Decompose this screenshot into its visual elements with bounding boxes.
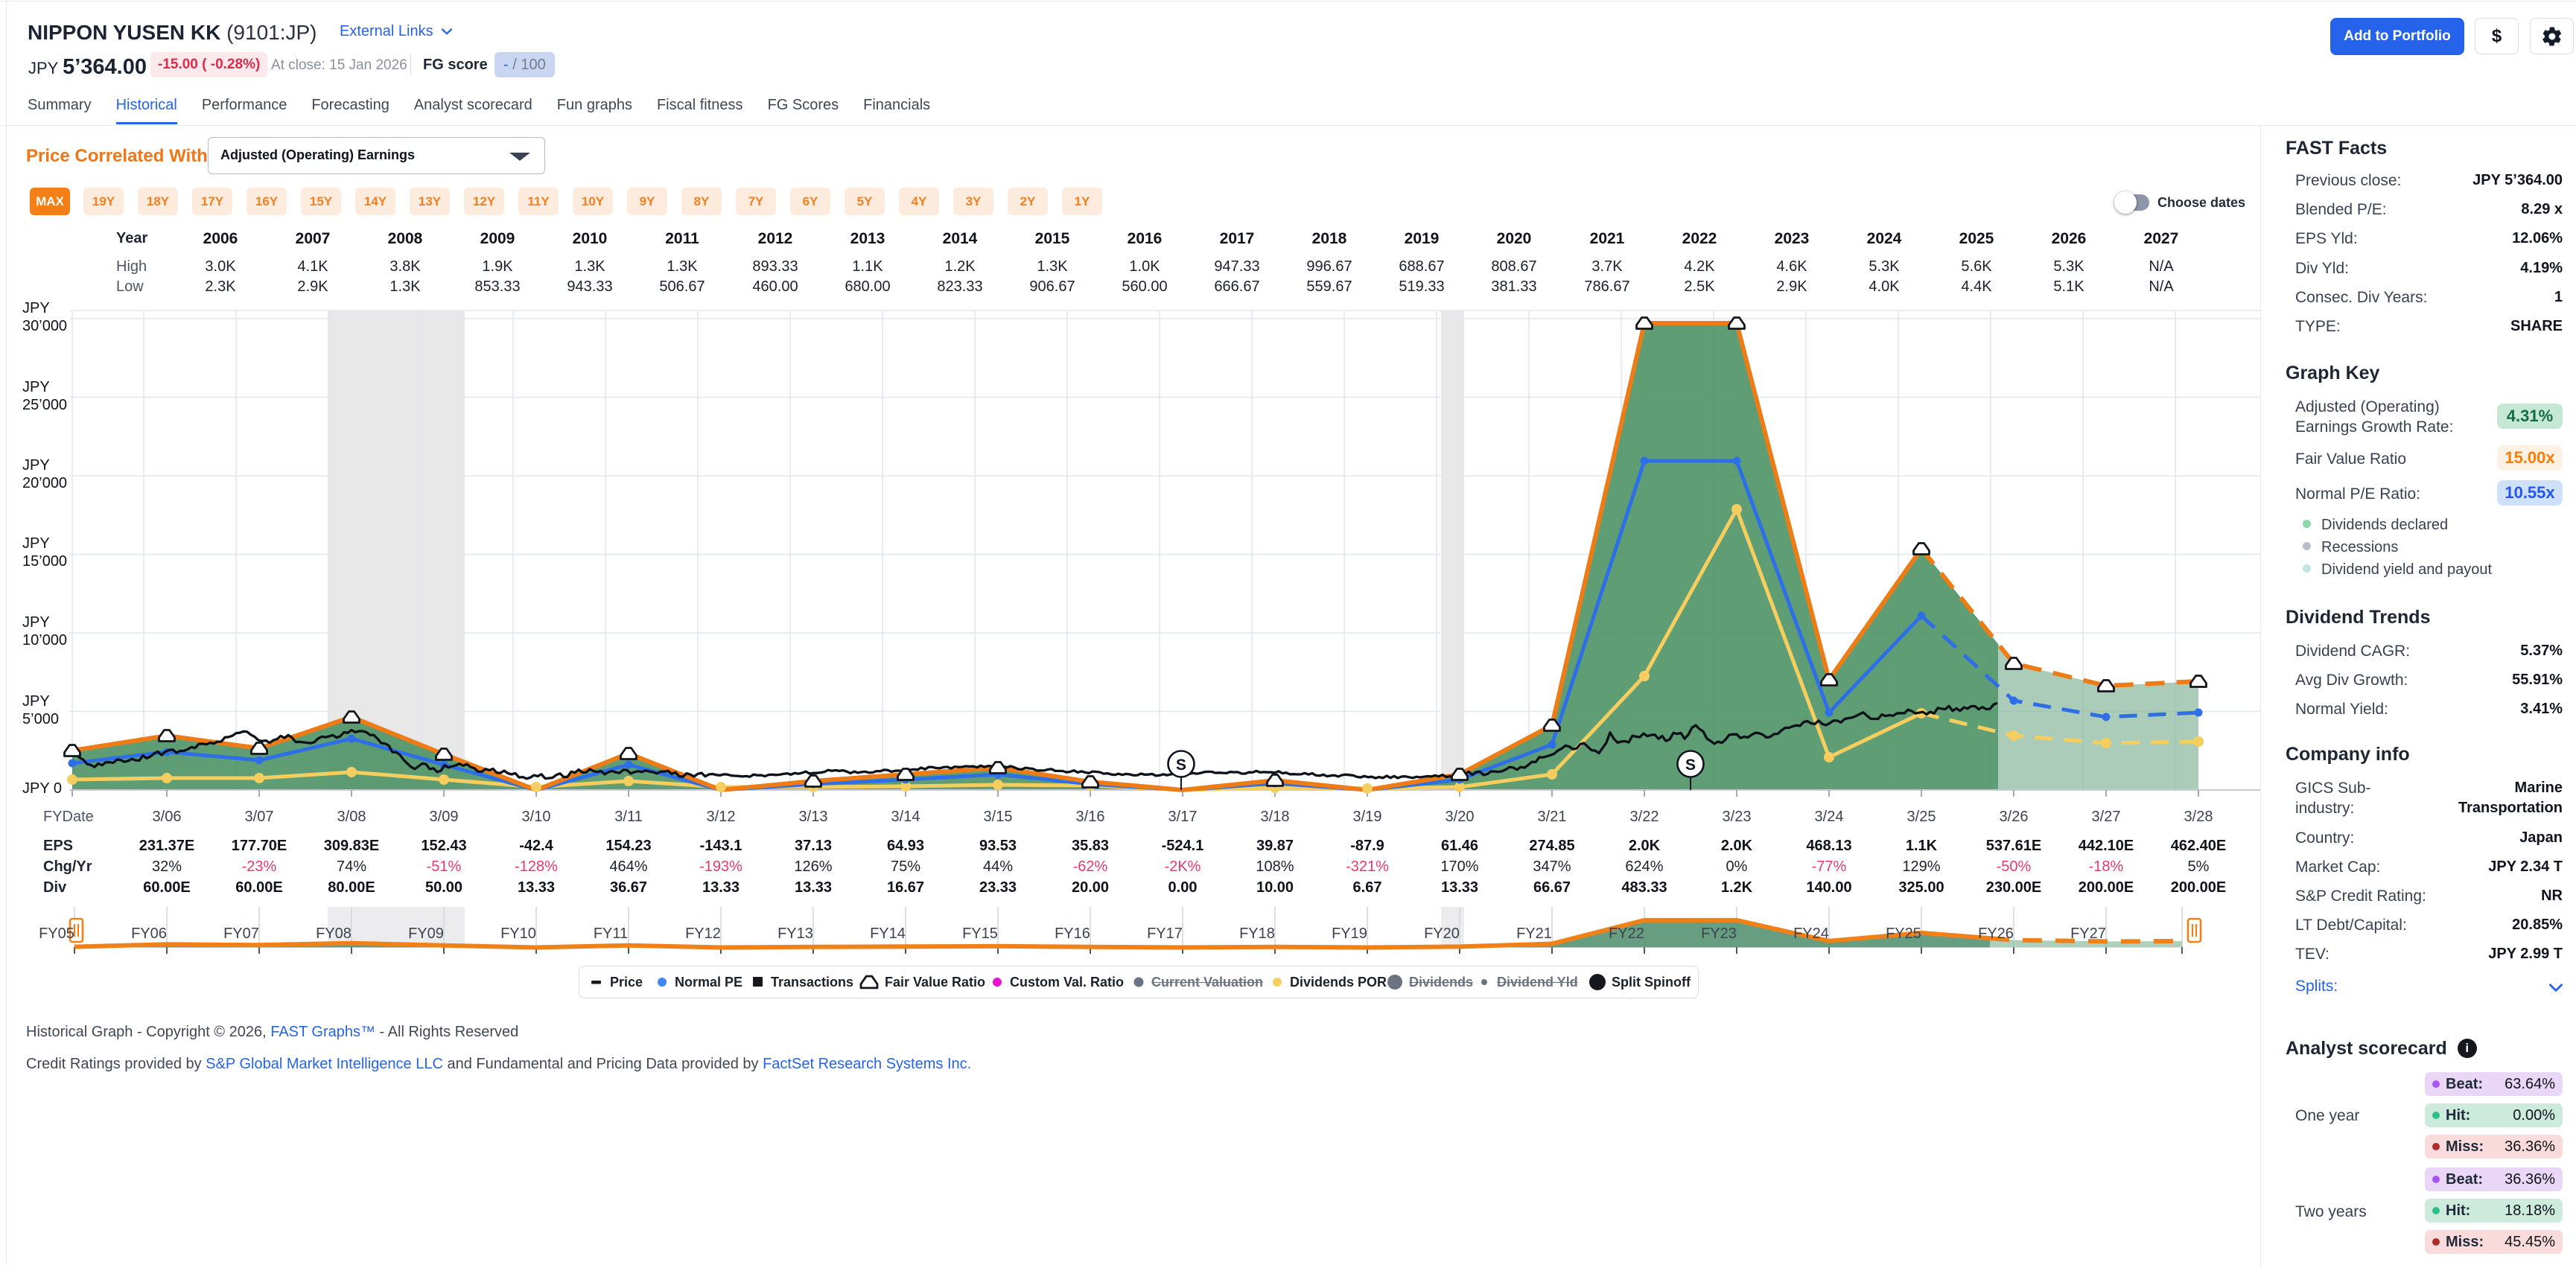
svg-text:S: S <box>1685 756 1696 774</box>
svg-text:S: S <box>1176 756 1186 774</box>
